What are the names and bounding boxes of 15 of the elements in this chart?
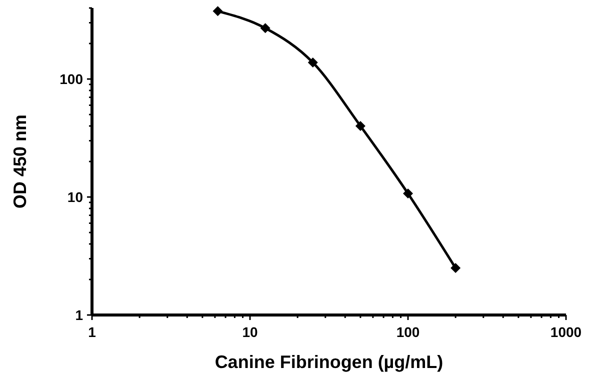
point xyxy=(403,188,413,199)
y-axis-title: OD 450 nm xyxy=(10,114,30,209)
y-tick-label: 1 xyxy=(75,307,84,323)
x-tick-label: 100 xyxy=(396,324,420,340)
point xyxy=(355,120,366,131)
x-axis-title: Canine Fibrinogen (µg/mL) xyxy=(214,352,444,372)
point xyxy=(450,263,461,274)
point xyxy=(212,6,223,16)
point xyxy=(308,58,318,68)
x-tick-label: 1 xyxy=(88,324,96,340)
x-tick-label: 1000 xyxy=(550,324,582,340)
point xyxy=(260,23,270,34)
x-tick-label: 10 xyxy=(242,324,258,340)
y-tick-label: 100 xyxy=(60,71,84,88)
y-tick-label: 10 xyxy=(67,189,84,206)
